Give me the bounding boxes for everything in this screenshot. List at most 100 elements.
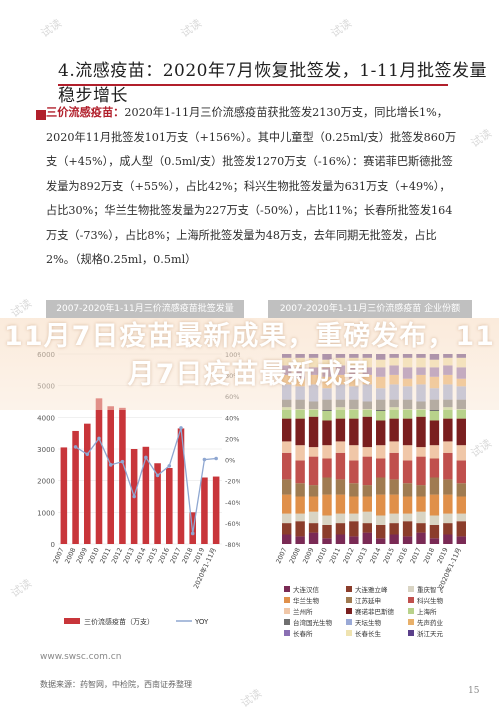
yoy-point [144, 455, 148, 460]
stacked-segment [295, 496, 305, 514]
legend-label: 浙江天元 [417, 629, 444, 638]
paragraph-body: 2020年1-11月三价流感疫苗获批签发2130万支，同比增长1%，2020年1… [46, 106, 457, 266]
stacked-segment [456, 513, 466, 522]
stacked-segment [349, 521, 359, 537]
paragraph-lead: 三价流感疫苗： [46, 105, 125, 119]
stacked-segment [349, 513, 359, 522]
stacked-segment [429, 515, 440, 525]
right-chart-title: 2007-2020年1-11月三价流感疫苗 企业份额 [268, 300, 472, 318]
stacked-segment [308, 523, 319, 533]
stacked-segment [349, 483, 359, 497]
yoy-point [108, 463, 113, 467]
y2-tick-label: -80% [225, 541, 240, 549]
yoy-point [132, 494, 136, 499]
stacked-segment [402, 460, 413, 484]
bar [95, 398, 103, 544]
stacked-segment [322, 538, 332, 544]
stacked-segment [443, 452, 453, 480]
legend-label: 科兴生物 [417, 596, 444, 605]
stacked-segment [376, 538, 386, 544]
stacked-segment [335, 418, 346, 442]
stacked-segment [335, 441, 346, 453]
stacked-segment [456, 521, 466, 537]
stacked-segment [416, 447, 426, 457]
stacked-segment [322, 525, 332, 539]
stacked-segment [416, 496, 426, 512]
stacked-segment [308, 511, 319, 524]
stacked-segment [308, 485, 319, 497]
title-divider [58, 84, 448, 86]
x-tick-label: 2010 [315, 546, 329, 564]
stacked-segment [322, 515, 332, 525]
stacked-segment [456, 536, 466, 544]
stacked-segment [429, 445, 440, 459]
stacked-segment [389, 418, 399, 442]
y2-tick-label: 0% [225, 457, 235, 465]
stacked-segment [376, 477, 386, 495]
y2-tick-label: 20% [225, 435, 239, 443]
y-tick-label: 2000 [37, 478, 55, 486]
watermark: 试读 [178, 16, 205, 41]
stacked-segment [362, 416, 372, 448]
x-tick-label: 2012 [341, 546, 355, 564]
stacked-segment [282, 534, 292, 544]
legend-swatch [346, 630, 352, 636]
stacked-segment [282, 479, 292, 495]
page-number: 15 [468, 686, 480, 696]
stacked-segment [308, 409, 319, 417]
watermark: 试读 [8, 296, 35, 321]
stacked-segment [416, 532, 426, 544]
legend-swatch [346, 619, 352, 625]
legend-label: 华兰生物 [293, 596, 320, 605]
stacked-segment [429, 538, 440, 544]
legend-swatch [346, 586, 352, 592]
x-axis-ticks: 2007200820092010201120122013201420152016… [51, 546, 218, 590]
x-tick-label: 2007 [274, 546, 288, 564]
stacked-segment [429, 458, 440, 478]
stacked-segment [416, 456, 426, 486]
yoy-point [214, 456, 218, 461]
stacked-segment [456, 460, 466, 484]
yoy-point [155, 473, 160, 478]
stacked-segment [295, 513, 305, 522]
stacked-segment [362, 447, 372, 457]
stacked-segment [443, 523, 453, 535]
y2-tick-label: -20% [225, 478, 240, 486]
bar [84, 423, 91, 544]
stacked-segment [389, 534, 399, 544]
legend-swatch [408, 586, 414, 592]
stacked-segment [282, 513, 292, 524]
bar [177, 428, 185, 544]
bar [60, 447, 68, 544]
body-paragraph: 三价流感疫苗：2020年1-11月三价流感疫苗获批签发2130万支，同比增长1%… [46, 100, 458, 273]
stacked-segment [429, 494, 440, 516]
stacked-segment [456, 418, 466, 446]
stacked-segment [282, 407, 292, 419]
legend-label: 先声药业 [417, 618, 444, 627]
legend-swatch [408, 608, 414, 614]
stacked-segment [295, 418, 305, 446]
legend-label: 兰州所 [293, 607, 313, 616]
stacked-segment [295, 460, 305, 484]
y-tick-label: 1000 [37, 509, 55, 517]
x-tick-label: 2017 [409, 546, 423, 564]
yoy-point [73, 445, 78, 449]
stacked-segment [349, 418, 359, 446]
stacked-segment [362, 496, 372, 512]
legend-label: 长春所 [293, 629, 313, 638]
yoy-point [190, 531, 195, 536]
stacked-segment [402, 418, 413, 446]
stacked-segment [335, 452, 346, 480]
x-tick-label: 2016 [395, 546, 409, 564]
stacked-segment [308, 456, 319, 486]
stacked-segment [362, 409, 372, 417]
stacked-segment [282, 523, 292, 535]
x-tick-label: 2011 [328, 546, 342, 564]
stacked-segment [402, 521, 413, 537]
yoy-point [97, 436, 101, 441]
stacked-segment [416, 416, 426, 448]
watermark: 试读 [468, 126, 495, 151]
stacked-segment [429, 477, 440, 495]
